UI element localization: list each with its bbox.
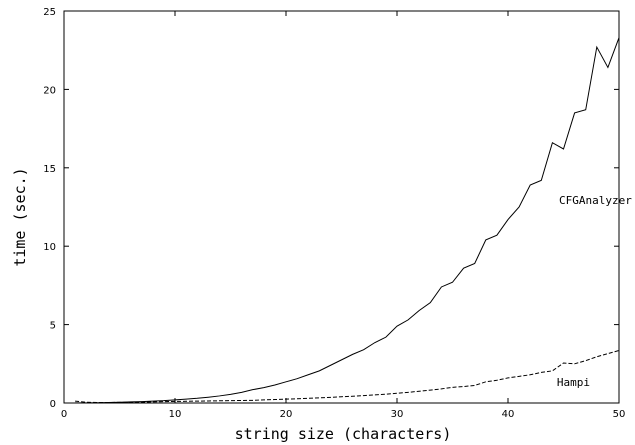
y-tick-label: 10 <box>43 242 56 253</box>
series-line-cfganalyzer <box>75 37 620 404</box>
plot-frame <box>63 10 620 404</box>
x-axis-title: string size (characters) <box>235 425 452 443</box>
chart-text: string size (characters) time (sec.) CFG… <box>11 167 632 443</box>
series-line-hampi <box>75 349 620 404</box>
series-lines <box>75 37 620 404</box>
y-tick-label: 5 <box>50 321 56 332</box>
x-tick-label: 10 <box>169 409 182 420</box>
y-tick-label: 15 <box>43 164 56 175</box>
y-tick-label: 25 <box>43 7 56 18</box>
x-tick-label: 40 <box>502 409 515 420</box>
x-tick-label: 50 <box>613 409 626 420</box>
series-label-cfganalyzer: CFGAnalyzer <box>559 194 632 207</box>
series-label-hampi: Hampi <box>557 376 590 389</box>
x-tick-label: 30 <box>391 409 404 420</box>
x-tick-label: 20 <box>280 409 293 420</box>
y-tick-label: 0 <box>50 399 56 410</box>
y-tick-label: 20 <box>43 85 56 96</box>
y-axis-title: time (sec.) <box>11 167 29 266</box>
axes: 0 10 20 30 40 50 0 5 10 15 20 25 <box>43 7 625 420</box>
x-tick-label: 0 <box>61 409 67 420</box>
